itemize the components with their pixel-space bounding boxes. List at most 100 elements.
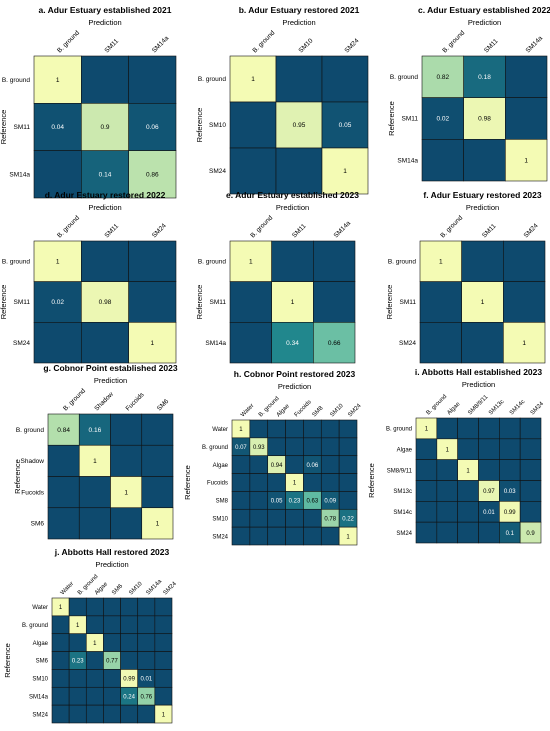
heatmap-cell <box>338 455 358 474</box>
cell-value-label: 0.76 <box>140 694 152 700</box>
cell-value-label: 0.09 <box>324 499 336 505</box>
heatmap-cell <box>478 438 500 460</box>
heatmap-cell <box>81 55 129 104</box>
heatmap-cell <box>313 322 356 364</box>
x-tick-label: SM10 <box>128 581 144 597</box>
x-tick-label: SM11 <box>481 223 498 240</box>
y-tick-label: SM11 <box>14 124 31 131</box>
heatmap-cell <box>320 526 340 546</box>
heatmap-cell <box>338 526 358 546</box>
x-tick-label: SM24 <box>530 401 546 417</box>
heatmap-cell <box>505 139 548 182</box>
cell-value-label: 0.77 <box>106 659 118 665</box>
panel-title: d. Adur Estuary restored 2022 <box>45 190 166 200</box>
x-tick-label: SM8 <box>312 405 325 418</box>
x-tick-label: B. ground <box>56 214 81 239</box>
cell-value-label: 0.22 <box>342 516 354 522</box>
cell-value-label: 1 <box>466 468 470 474</box>
heatmap-cell <box>78 507 111 540</box>
confusion-matrix-panel: j. Abbotts Hall restored 2023 Prediction R… <box>3 547 179 724</box>
x-tick-label: B. ground <box>62 387 87 412</box>
heatmap-cell <box>478 459 500 481</box>
heatmap-cell <box>85 669 104 688</box>
cell-value-label: 0.16 <box>89 427 102 434</box>
heatmap-cell <box>154 633 173 652</box>
heatmap-cell <box>499 438 521 460</box>
cell-value-label: 0.07 <box>235 445 247 451</box>
y-tick-label: SM24 <box>212 534 228 540</box>
panel-title: f. Adur Estuary restored 2023 <box>423 190 542 200</box>
heatmap-cell <box>68 597 87 617</box>
cell-value-label: 0.06 <box>146 124 159 131</box>
x-axis-label: Prediction <box>88 18 121 27</box>
heatmap-cell <box>320 455 340 474</box>
x-tick-label: SM24 <box>163 581 179 597</box>
cell-value-label: 1 <box>251 76 255 83</box>
heatmap-cell <box>275 55 323 103</box>
heatmap-cell <box>419 281 462 323</box>
x-tick-label: SM24 <box>347 403 363 419</box>
heatmap-cell <box>229 101 277 149</box>
heatmap-cell <box>461 322 504 364</box>
heatmap-cell <box>338 437 358 457</box>
heatmap-cell <box>231 473 251 492</box>
heatmap-cell <box>68 686 87 706</box>
cell-value-label: 1 <box>425 427 429 433</box>
heatmap-cell <box>120 633 139 652</box>
heatmap-cell <box>103 597 121 617</box>
y-tick-label: SM10 <box>32 677 48 683</box>
y-axis-label: Reference <box>195 108 204 143</box>
x-tick-label: Algae <box>94 581 110 597</box>
y-axis-label: Reference <box>0 110 8 145</box>
y-tick-label: B. ground <box>198 259 227 266</box>
heatmap-cell <box>128 55 177 104</box>
heatmap-cell <box>103 686 121 706</box>
heatmap-cell <box>271 322 314 364</box>
heatmap-cell <box>137 704 156 724</box>
heatmap-cell <box>110 444 143 477</box>
x-axis-label: Prediction <box>88 203 121 212</box>
y-axis-label: Reference <box>3 643 12 678</box>
y-tick-label: B. ground <box>390 74 419 81</box>
cell-value-label: 1 <box>439 259 443 266</box>
cell-value-label: 1 <box>346 534 350 540</box>
heatmap-cell <box>421 97 464 140</box>
heatmap-cell <box>271 240 314 282</box>
y-axis-label: Reference <box>0 285 8 320</box>
y-tick-label: Water <box>32 605 48 611</box>
heatmap-cell <box>249 491 269 510</box>
heatmap-cell <box>47 413 80 446</box>
cell-value-label: 1 <box>56 259 60 266</box>
x-axis-label: Prediction <box>278 382 311 391</box>
heatmap-cell <box>249 526 269 546</box>
cell-value-label: 0.03 <box>504 489 516 495</box>
heatmap-cell <box>503 281 546 323</box>
heatmap-cell <box>285 455 304 474</box>
confusion-matrix-panel: d. Adur Estuary restored 2022 Prediction R… <box>0 190 177 364</box>
y-tick-label: SM11 <box>210 299 227 306</box>
heatmap-cell <box>103 633 121 652</box>
heatmap-cell <box>267 437 286 457</box>
cell-value-label: 0.93 <box>253 445 265 451</box>
heatmap-cell <box>120 651 139 670</box>
panel-title: g. Cobnor Point established 2023 <box>43 363 177 373</box>
heatmap-cell <box>267 473 286 492</box>
heatmap-cell <box>415 521 438 544</box>
heatmap-cell <box>81 103 129 151</box>
cell-value-label: 0.82 <box>437 74 450 81</box>
heatmap-cell <box>285 526 304 546</box>
heatmap-cell <box>303 437 322 457</box>
confusion-matrix-panel: f. Adur Estuary restored 2023 Prediction R… <box>385 190 546 364</box>
x-tick-label: SM8/9/11 <box>467 394 490 417</box>
heatmap-cell <box>154 597 173 617</box>
cell-value-label: 0.78 <box>324 516 336 522</box>
y-tick-label: Algae <box>397 447 413 453</box>
confusion-matrix-panel: c. Adur Estuary established 2022 Predicti… <box>387 5 550 182</box>
y-tick-label: B. ground <box>16 427 45 434</box>
heatmap-cell <box>461 240 504 282</box>
x-tick-label: SM11 <box>103 38 120 55</box>
heatmap-cell <box>436 501 458 523</box>
y-tick-label: SM13c <box>393 489 412 495</box>
cell-value-label: 1 <box>293 481 297 487</box>
cell-value-label: 0.97 <box>483 489 495 495</box>
